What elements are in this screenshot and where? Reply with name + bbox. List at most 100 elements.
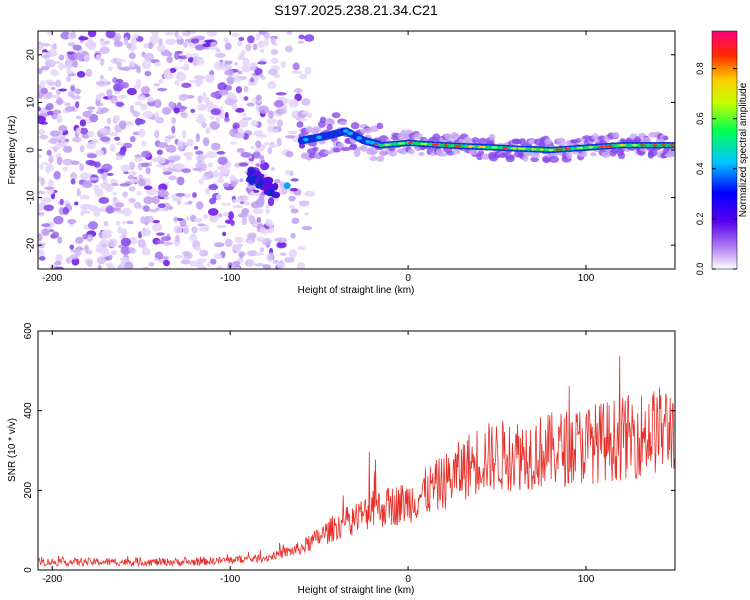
noise-blob <box>198 227 210 232</box>
noise-blob <box>80 208 88 214</box>
noise-blob <box>241 216 247 226</box>
noise-blob <box>40 177 45 186</box>
noise-blob <box>40 43 51 47</box>
noise-blob <box>276 241 287 249</box>
noise-blob <box>38 129 46 136</box>
noise-blob <box>38 153 43 159</box>
ridge-mid <box>391 142 398 146</box>
noise-blob <box>106 183 112 192</box>
noise-blob <box>173 225 183 234</box>
noise-blob <box>189 233 198 242</box>
ridge-peak <box>554 148 563 151</box>
y-tick-label: -10 <box>26 190 37 205</box>
noise-blob <box>156 149 163 155</box>
noise-blob <box>208 197 217 205</box>
noise-blob <box>274 179 281 184</box>
noise-blob <box>224 65 233 69</box>
noise-blob <box>268 143 278 148</box>
noise-blob <box>109 143 116 152</box>
noise-blob <box>193 245 202 251</box>
noise-blob <box>75 236 84 244</box>
noise-blob <box>270 49 279 55</box>
noise-blob <box>142 266 150 269</box>
noise-blob <box>231 102 238 111</box>
noise-blob <box>197 262 204 269</box>
noise-blob <box>89 113 99 123</box>
noise-blob <box>157 157 166 164</box>
noise-blob <box>120 164 130 173</box>
noise-blob <box>114 136 121 141</box>
ridge-halo <box>642 136 651 144</box>
noise-blob <box>39 113 50 117</box>
ridge-halo <box>340 146 351 152</box>
noise-blob <box>234 236 244 244</box>
ridge-halo <box>616 148 626 153</box>
noise-blob <box>230 141 238 145</box>
ridge-peak <box>547 148 554 152</box>
ridge-mid <box>569 146 576 151</box>
noise-blob <box>133 201 142 209</box>
noise-blob <box>216 265 224 269</box>
noise-blob <box>140 228 152 237</box>
noise-blob <box>276 237 288 243</box>
ridge-halo <box>556 139 566 147</box>
noise-blob <box>64 106 76 112</box>
noise-blob <box>165 135 176 139</box>
noise-blob <box>285 151 294 158</box>
noise-blob <box>176 35 183 40</box>
noise-blob <box>197 223 206 227</box>
branch-blob <box>247 169 255 175</box>
noise-blob <box>173 216 178 223</box>
noise-blob <box>153 257 159 262</box>
snr-background <box>38 331 675 570</box>
colorbar-tick-label: 0.8 <box>695 62 705 75</box>
noise-blob <box>231 32 240 37</box>
noise-blob <box>91 139 99 144</box>
noise-blob <box>218 89 229 96</box>
noise-blob <box>153 83 160 87</box>
noise-blob <box>38 106 42 112</box>
noise-blob <box>175 72 187 82</box>
noise-blob <box>215 193 222 201</box>
noise-blob <box>141 60 152 70</box>
noise-blob <box>255 94 262 101</box>
noise-blob <box>157 188 167 198</box>
noise-blob <box>52 109 62 115</box>
noise-blob <box>253 130 263 137</box>
noise-blob <box>116 60 122 70</box>
noise-blob <box>71 95 81 100</box>
ridge-halo <box>388 150 397 157</box>
noise-blob <box>265 204 270 209</box>
noise-blob <box>119 149 126 156</box>
ridge-halo <box>348 144 358 151</box>
noise-blob <box>115 101 125 107</box>
noise-blob <box>174 255 184 259</box>
noise-blob <box>152 223 163 232</box>
noise-blob <box>183 63 190 72</box>
noise-blob <box>165 144 177 153</box>
noise-blob <box>148 261 155 267</box>
noise-blob <box>212 170 219 179</box>
noise-blob <box>241 64 251 73</box>
ridge-halo <box>350 122 360 130</box>
noise-blob <box>252 43 258 51</box>
noise-blob <box>252 97 257 102</box>
ridge-halo <box>418 151 425 157</box>
noise-blob <box>197 103 208 111</box>
noise-blob <box>231 198 243 203</box>
noise-blob <box>70 172 78 181</box>
noise-blob <box>73 52 85 60</box>
ridge-halo <box>319 116 327 124</box>
noise-blob <box>265 218 273 227</box>
noise-blob <box>87 130 95 138</box>
noise-blob <box>192 53 199 58</box>
noise-blob <box>195 58 205 66</box>
noise-blob <box>58 143 67 147</box>
noise-blob <box>66 69 73 75</box>
noise-blob <box>43 186 55 190</box>
noise-blob <box>95 54 102 61</box>
noise-blob <box>177 145 184 151</box>
noise-blob <box>247 35 255 44</box>
noise-blob <box>224 238 233 248</box>
noise-blob <box>268 110 274 119</box>
